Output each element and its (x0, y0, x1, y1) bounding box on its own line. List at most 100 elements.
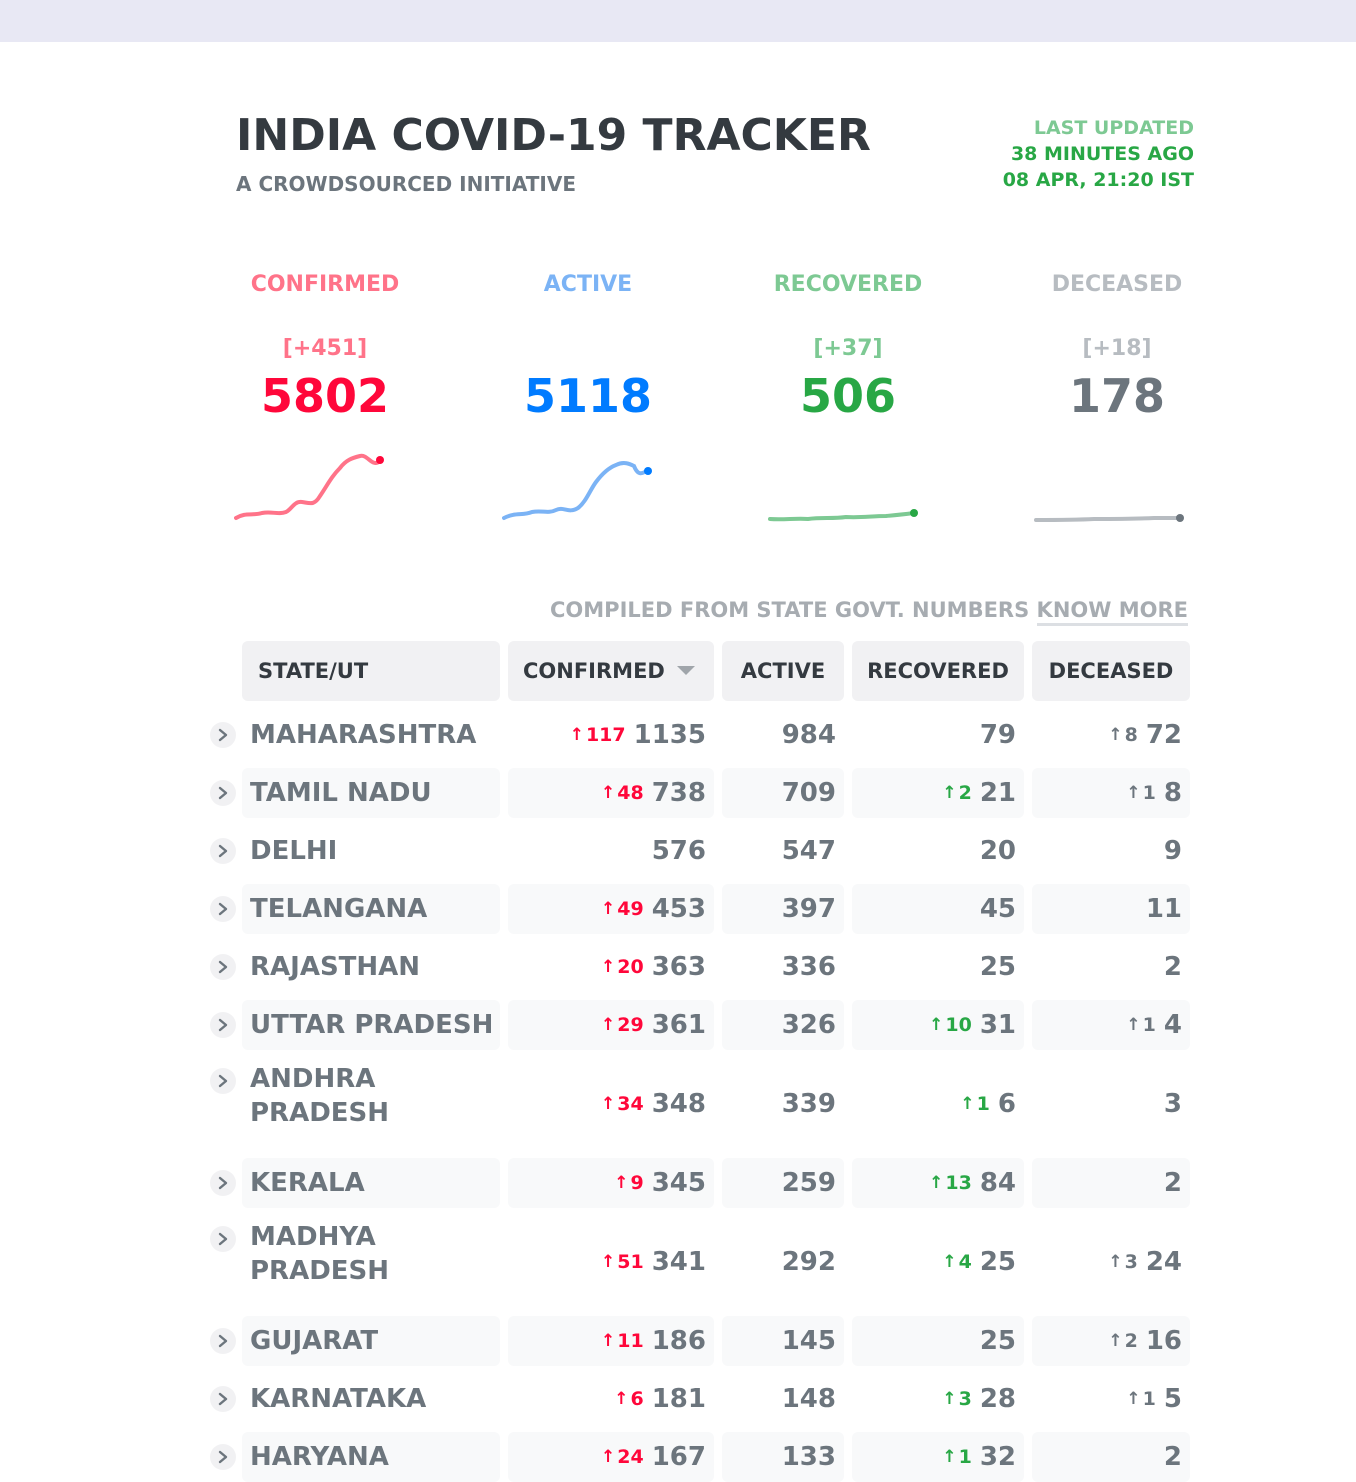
header-recovered[interactable]: RECOVERED (852, 641, 1024, 701)
recovered-cell-delta-value: 13 (945, 1172, 972, 1194)
arrow-up-icon: ↑ (1108, 1252, 1123, 1272)
know-more-link[interactable]: KNOW MORE (1036, 598, 1188, 626)
expand-row-button[interactable] (210, 1012, 236, 1038)
state-name: MADHYA PRADESH (250, 1222, 390, 1286)
expand-row-button[interactable] (210, 1386, 236, 1412)
recovered-cell-delta: ↑ 4 (942, 1251, 971, 1273)
deceased-cell-delta-value: 8 (1124, 724, 1138, 746)
active-cell: 133 (722, 1432, 844, 1482)
table-row[interactable]: ANDHRA PRADESH ↑ 34 348 339 ↑ 1 6 3 (0, 1058, 1356, 1150)
expand-row-button[interactable] (210, 1170, 236, 1196)
confirmed-cell-value: 361 (651, 1010, 706, 1040)
page-subtitle: A CROWDSOURCED INITIATIVE (236, 172, 576, 196)
chevron-right-icon (218, 1232, 228, 1246)
active-cell-value: 336 (781, 952, 836, 982)
expand-row-button[interactable] (210, 1444, 236, 1470)
chevron-right-icon (218, 960, 228, 974)
deceased-cell: 11 (1032, 884, 1190, 934)
expand-row-button[interactable] (210, 838, 236, 864)
recovered-cell-delta-value: 4 (958, 1251, 972, 1273)
deceased-cell-delta: ↑ 2 (1108, 1330, 1137, 1352)
confirmed-cell-delta-value: 51 (617, 1251, 644, 1273)
confirmed-cell: ↑ 24 167 (508, 1432, 714, 1482)
active-cell: 984 (722, 710, 844, 760)
table-row[interactable]: UTTAR PRADESH ↑ 29 361 326 ↑ 10 31 ↑ 1 4 (0, 1000, 1356, 1050)
chevron-right-icon (218, 1450, 228, 1464)
recovered-cell-value: 31 (979, 1010, 1016, 1040)
active-cell-value: 292 (781, 1247, 836, 1277)
confirmed-cell: ↑ 34 348 (508, 1058, 714, 1150)
confirmed-cell: ↑ 11 186 (508, 1316, 714, 1366)
deceased-cell-delta-value: 2 (1124, 1330, 1138, 1352)
expand-row-button[interactable] (210, 1226, 236, 1252)
compiled-text: COMPILED FROM STATE GOVT. NUMBERS (550, 598, 1030, 622)
confirmed-cell-delta: ↑ 6 (614, 1388, 643, 1410)
recovered-cell-value: 20 (979, 836, 1016, 866)
recovered-cell-delta: ↑ 1 (942, 1446, 971, 1468)
table-row[interactable]: KARNATAKA ↑ 6 181 148 ↑ 3 28 ↑ 1 5 (0, 1374, 1356, 1424)
confirmed-cell-delta-value: 6 (630, 1388, 644, 1410)
table-row[interactable]: HARYANA ↑ 24 167 133 ↑ 1 32 2 (0, 1432, 1356, 1482)
header-active[interactable]: ACTIVE (722, 641, 844, 701)
recovered-cell-delta: ↑ 13 (929, 1172, 972, 1194)
confirmed-cell-delta: ↑ 48 (601, 782, 644, 804)
chevron-right-icon (218, 902, 228, 916)
confirmed-cell: 576 (508, 826, 714, 876)
expand-row-button[interactable] (210, 896, 236, 922)
recovered-cell: 79 (852, 710, 1024, 760)
arrow-up-icon: ↑ (942, 1252, 957, 1272)
stat-recovered-label: RECOVERED (773, 272, 923, 297)
recovered-cell: ↑ 10 31 (852, 1000, 1024, 1050)
sort-down-icon (676, 665, 695, 675)
recovered-cell-value: 79 (979, 720, 1016, 750)
recovered-cell-value: 25 (979, 952, 1016, 982)
table-row[interactable]: TELANGANA ↑ 49 453 397 45 11 (0, 884, 1356, 934)
header-state[interactable]: STATE/UT (242, 641, 500, 701)
active-cell-value: 709 (781, 778, 836, 808)
active-cell-value: 148 (781, 1384, 836, 1414)
page-title: INDIA COVID-19 TRACKER (236, 110, 871, 161)
confirmed-cell: ↑ 9 345 (508, 1158, 714, 1208)
arrow-up-icon: ↑ (601, 1447, 616, 1467)
recovered-cell-delta-value: 3 (958, 1388, 972, 1410)
confirmed-cell-delta: ↑ 9 (614, 1172, 643, 1194)
arrow-up-icon: ↑ (601, 1331, 616, 1351)
recovered-cell-delta-value: 10 (945, 1014, 972, 1036)
expand-row-button[interactable] (210, 1328, 236, 1354)
table-row[interactable]: RAJASTHAN ↑ 20 363 336 25 2 (0, 942, 1356, 992)
confirmed-cell: ↑ 6 181 (508, 1374, 714, 1424)
expand-row-button[interactable] (210, 722, 236, 748)
active-cell: 339 (722, 1058, 844, 1150)
table-row[interactable]: MAHARASHTRA ↑ 117 1135 984 79 ↑ 8 72 (0, 710, 1356, 760)
stat-recovered-delta: [+37] (813, 336, 883, 361)
deceased-cell-delta: ↑ 3 (1108, 1251, 1137, 1273)
arrow-up-icon: ↑ (601, 957, 616, 977)
expand-row-button[interactable] (210, 954, 236, 980)
confirmed-cell-delta-value: 20 (617, 956, 644, 978)
recovered-cell-delta-value: 2 (958, 782, 972, 804)
table-row[interactable]: KERALA ↑ 9 345 259 ↑ 13 84 2 (0, 1158, 1356, 1208)
chevron-right-icon (218, 728, 228, 742)
table-row[interactable]: TAMIL NADU ↑ 48 738 709 ↑ 2 21 ↑ 1 8 (0, 768, 1356, 818)
table-row[interactable]: GUJARAT ↑ 11 186 145 25 ↑ 2 16 (0, 1316, 1356, 1366)
expand-row-button[interactable] (210, 1068, 236, 1094)
table-row[interactable]: DELHI 576 547 20 9 (0, 826, 1356, 876)
active-cell: 292 (722, 1216, 844, 1308)
recovered-cell: ↑ 3 28 (852, 1374, 1024, 1424)
table-row[interactable]: MADHYA PRADESH ↑ 51 341 292 ↑ 4 25 ↑ 3 24 (0, 1216, 1356, 1308)
sparkline-active (502, 461, 652, 520)
recovered-cell-value: 32 (979, 1442, 1016, 1472)
header-deceased[interactable]: DECEASED (1032, 641, 1190, 701)
recovered-cell-value: 45 (979, 894, 1016, 924)
sparkline-confirmed (234, 453, 384, 520)
confirmed-cell-delta-value: 29 (617, 1014, 644, 1036)
chevron-right-icon (218, 1074, 228, 1088)
active-cell: 145 (722, 1316, 844, 1366)
header-confirmed[interactable]: CONFIRMED (508, 641, 714, 701)
expand-row-button[interactable] (210, 780, 236, 806)
deceased-cell: ↑ 1 4 (1032, 1000, 1190, 1050)
arrow-up-icon: ↑ (942, 783, 957, 803)
confirmed-cell-value: 1135 (633, 720, 706, 750)
state-name: MAHARASHTRA (250, 720, 477, 750)
state-name: RAJASTHAN (250, 952, 421, 982)
